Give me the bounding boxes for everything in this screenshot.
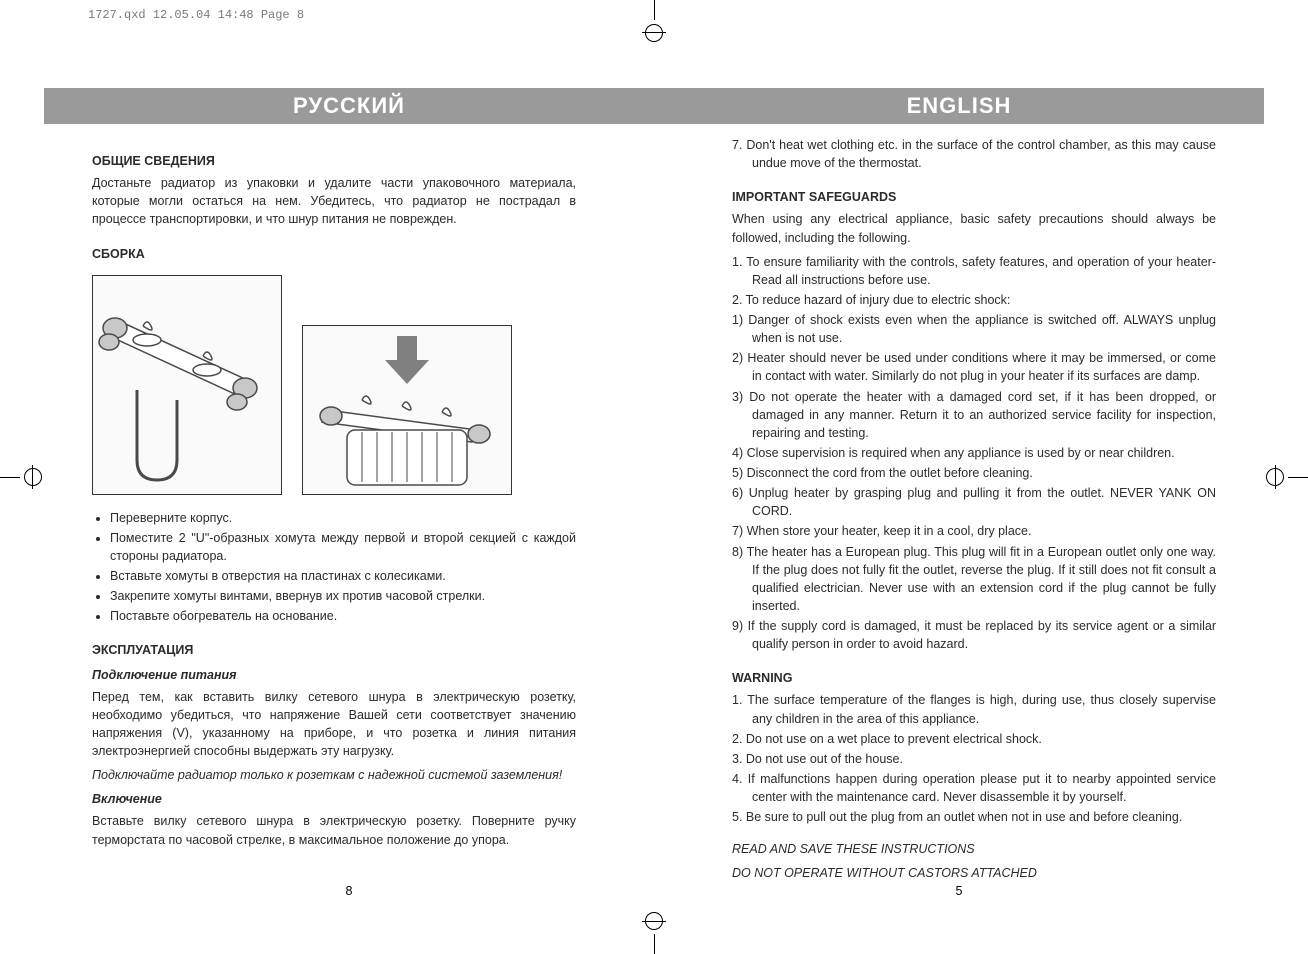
bullet-item: Поместите 2 "U"-образных хомута между пе… [110,529,576,565]
title-bar: РУССКИЙ ENGLISH [44,88,1264,124]
crop-mark-left [0,465,40,489]
page-container: РУССКИЙ ENGLISH ОБЩИЕ СВЕДЕНИЯ Достаньте… [44,88,1264,898]
print-header: 1727.qxd 12.05.04 14:48 Page 8 [88,8,304,22]
content: ОБЩИЕ СВЕДЕНИЯ Достаньте радиатор из упа… [44,136,1264,898]
heading-warning: WARNING [732,669,1216,687]
heading-safeguards: IMPORTANT SAFEGUARDS [732,188,1216,206]
para-general: Достаньте радиатор из упаковки и удалите… [92,174,576,228]
crop-mark-right [1268,465,1308,489]
title-right: ENGLISH [654,88,1264,124]
right-column: 7. Don't heat wet clothing etc. in the s… [684,136,1264,898]
para-power: Перед тем, как вставить вилку сетевого ш… [92,688,576,761]
warning-list: 1. The surface temperature of the flange… [732,691,1216,826]
list-item: 9) If the supply cord is damaged, it mus… [732,617,1216,653]
heading-assembly: СБОРКА [92,245,576,263]
down-arrow-icon [385,336,429,384]
crop-line-bottom [642,921,666,922]
para-grounding: Подключайте радиатор только к розеткам с… [92,766,576,784]
para-switchon: Вставьте вилку сетевого шнура в электрич… [92,812,576,848]
assembly-bullets: Переверните корпус. Поместите 2 "U"-обра… [92,509,576,626]
bullet-item: Закрепите хомуты винтами, ввернув их про… [110,587,576,605]
list-item: 2. To reduce hazard of injury due to ele… [732,291,1216,309]
diagram-2-svg [307,330,507,490]
crop-line-top [642,32,666,33]
title-russian: РУССКИЙ [293,93,405,119]
bullet-item: Вставьте хомуты в отверстия на пластинах… [110,567,576,585]
title-english: ENGLISH [907,93,1012,119]
left-column: ОБЩИЕ СВЕДЕНИЯ Достаньте радиатор из упа… [44,136,624,898]
list-item: 1. To ensure familiarity with the contro… [732,253,1216,289]
subheading-power: Подключение питания [92,666,576,684]
list-item: 7. Don't heat wet clothing etc. in the s… [732,136,1216,172]
list-item: 3. Do not use out of the house. [732,750,1216,768]
page-number-right: 5 [654,884,1264,898]
list-item: 3) Do not operate the heater with a dama… [732,388,1216,442]
crop-mark-bottom [642,914,666,954]
diagram-1-svg [97,280,277,490]
list-item: 7) When store your heater, keep it in a … [732,522,1216,540]
heading-operation: ЭКСПЛУАТАЦИЯ [92,641,576,659]
list-item: 6) Unplug heater by grasping plug and pu… [732,484,1216,520]
list-item: 8) The heater has a European plug. This … [732,543,1216,616]
bullet-item: Переверните корпус. [110,509,576,527]
heading-general: ОБЩИЕ СВЕДЕНИЯ [92,152,576,170]
list-item: 5. Be sure to pull out the plug from an … [732,808,1216,826]
para-castors: DO NOT OPERATE WITHOUT CASTORS ATTACHED [732,864,1216,882]
list-item: 4) Close supervision is required when an… [732,444,1216,462]
diagram-row [92,275,576,495]
title-left: РУССКИЙ [44,88,654,124]
subheading-switchon: Включение [92,790,576,808]
list-item: 1. The surface temperature of the flange… [732,691,1216,727]
list-item: 2) Heater should never be used under con… [732,349,1216,385]
crop-line-right [1275,465,1276,489]
page-number-left: 8 [44,884,654,898]
assembly-diagram-1 [92,275,282,495]
bullet-item: Поставьте обогреватель на основание. [110,607,576,625]
para-safeguards-intro: When using any electrical appliance, bas… [732,210,1216,246]
list-item: 5) Disconnect the cord from the outlet b… [732,464,1216,482]
crop-line-left [32,465,33,489]
top-continuation-list: 7. Don't heat wet clothing etc. in the s… [732,136,1216,172]
para-read-save: READ AND SAVE THESE INSTRUCTIONS [732,840,1216,858]
list-item: 4. If malfunctions happen during operati… [732,770,1216,806]
crop-mark-top [642,0,666,40]
list-item: 2. Do not use on a wet place to prevent … [732,730,1216,748]
safeguards-list: 1. To ensure familiarity with the contro… [732,253,1216,654]
assembly-diagram-2 [302,325,512,495]
list-item: 1) Danger of shock exists even when the … [732,311,1216,347]
